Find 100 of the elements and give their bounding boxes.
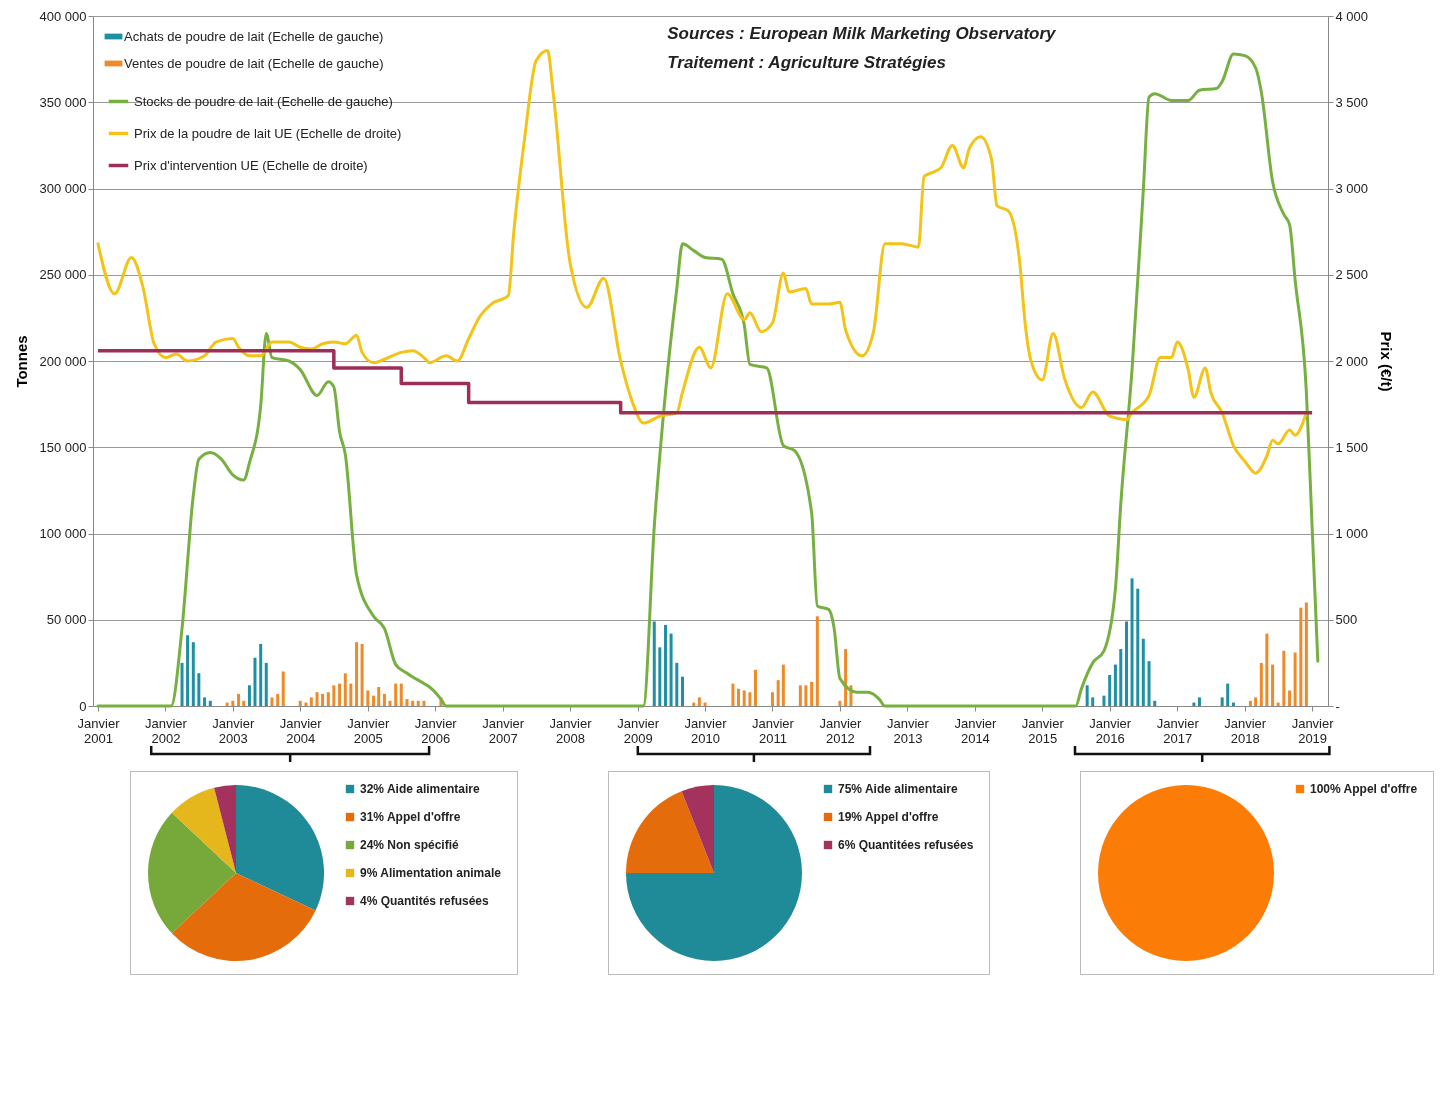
legend-label: 75% Aide alimentaire	[838, 782, 958, 796]
bar	[1192, 702, 1196, 706]
y2-tick-label: 2 500	[1335, 267, 1369, 283]
bar	[382, 693, 386, 706]
bar	[1141, 638, 1145, 706]
bar	[1288, 690, 1292, 706]
bar	[180, 662, 184, 706]
bar	[1293, 652, 1297, 706]
x-tick-label: Janvier 2001	[77, 715, 121, 746]
x-tick-label: Janvier 2019	[1291, 715, 1335, 746]
bar	[253, 657, 257, 706]
x-tick-label: Janvier 2006	[414, 715, 458, 746]
bar	[326, 692, 330, 706]
y-tick-label: 50 000	[46, 612, 87, 628]
bar	[388, 700, 392, 706]
bar	[366, 690, 370, 706]
bar	[231, 700, 235, 706]
bar	[1091, 697, 1095, 706]
x-tick-label: Janvier 2007	[482, 715, 525, 746]
bar	[1102, 695, 1106, 706]
x-tick-label: Janvier 2017	[1156, 715, 1200, 746]
pie-slice	[214, 785, 236, 873]
bar	[394, 683, 398, 706]
bar	[405, 699, 409, 706]
x-tick-label: Janvier 2012	[819, 715, 862, 746]
bar	[669, 633, 673, 706]
bar	[377, 687, 381, 706]
x-tick-label: Janvier 2010	[684, 715, 728, 746]
bar	[1085, 685, 1089, 706]
bar	[1153, 700, 1157, 706]
bar	[1147, 661, 1151, 706]
y-tick-label: 100 000	[39, 526, 87, 541]
bar	[416, 700, 420, 706]
x-tick-label: Janvier 2009	[617, 715, 660, 746]
y2-tick-label: 500	[1335, 612, 1358, 628]
x-tick-label: Janvier 2004	[279, 715, 323, 746]
bar	[315, 692, 319, 706]
bar	[247, 685, 251, 706]
bar	[186, 635, 190, 706]
y-tick-label: 350 000	[39, 94, 87, 110]
legend-label: 19% Appel d'offre	[838, 810, 939, 824]
bar	[399, 683, 403, 706]
bar	[1276, 702, 1280, 706]
y-tick-label: 250 000	[39, 267, 87, 283]
line-series	[96, 49, 1308, 475]
bar	[1226, 683, 1230, 706]
bar	[675, 662, 679, 706]
legend-label: 6% Quantitées refusées	[838, 838, 974, 852]
bar	[815, 616, 819, 706]
bar	[304, 702, 308, 706]
bar	[332, 685, 336, 706]
bar	[748, 692, 752, 706]
bar	[276, 693, 280, 706]
x-tick-label: Janvier 2003	[212, 715, 255, 746]
bar	[731, 683, 735, 706]
x-tick-label: Janvier 2014	[954, 715, 997, 746]
bar	[1197, 697, 1201, 706]
legend-label: 100% Appel d'offre	[1310, 782, 1418, 796]
bar	[281, 671, 285, 706]
y2-axis-title: Prix (€/t)	[1378, 331, 1396, 392]
pie-slice	[171, 787, 236, 873]
y2-tick-label: 4 000	[1335, 8, 1369, 24]
annotation: Traitement : Agriculture Stratégies	[667, 53, 946, 72]
y2-tick-label: 3 000	[1335, 181, 1369, 196]
bar	[203, 697, 207, 706]
legend-label: 32% Aide alimentaire	[360, 782, 480, 796]
legend-label: 9% Alimentation animale	[360, 866, 502, 880]
x-tick-label: Janvier 2011	[752, 715, 795, 746]
bar	[1248, 700, 1252, 706]
bar	[197, 673, 201, 706]
bar	[1136, 588, 1140, 706]
bar	[781, 664, 785, 706]
bar	[658, 647, 662, 706]
bar	[411, 700, 415, 706]
bar	[298, 700, 302, 706]
bar	[343, 673, 347, 706]
legend-label: Achats de poudre de lait (Echelle de gauche)	[124, 28, 384, 44]
x-tick-label: Janvier 2008	[549, 715, 593, 746]
bar	[681, 676, 685, 706]
y-tick-label: 300 000	[39, 181, 87, 196]
bar	[1113, 664, 1117, 706]
bar	[225, 702, 229, 706]
legend-label: Prix de la poudre de lait UE (Echelle de droite)	[134, 125, 402, 141]
y2-tick-label: -	[1335, 698, 1340, 714]
bar	[1125, 621, 1128, 706]
bar	[349, 683, 353, 706]
bar	[692, 702, 696, 706]
y2-tick-label: 3 500	[1335, 94, 1369, 110]
bar	[804, 685, 808, 706]
bar	[798, 685, 802, 706]
y-axis-title: Tonnes	[12, 335, 30, 388]
legend-label: 31% Appel d'offre	[360, 810, 461, 824]
bar	[1259, 662, 1263, 706]
bar	[309, 697, 313, 706]
pie-slice	[171, 873, 316, 961]
y-tick-label: 150 000	[39, 439, 87, 455]
legend-label: Prix d'intervention UE (Echelle de droite)	[134, 157, 368, 173]
bar	[1254, 697, 1258, 706]
bar	[776, 680, 780, 706]
legend-label: Stocks de poudre de lait (Echelle de gauche)	[134, 93, 393, 109]
